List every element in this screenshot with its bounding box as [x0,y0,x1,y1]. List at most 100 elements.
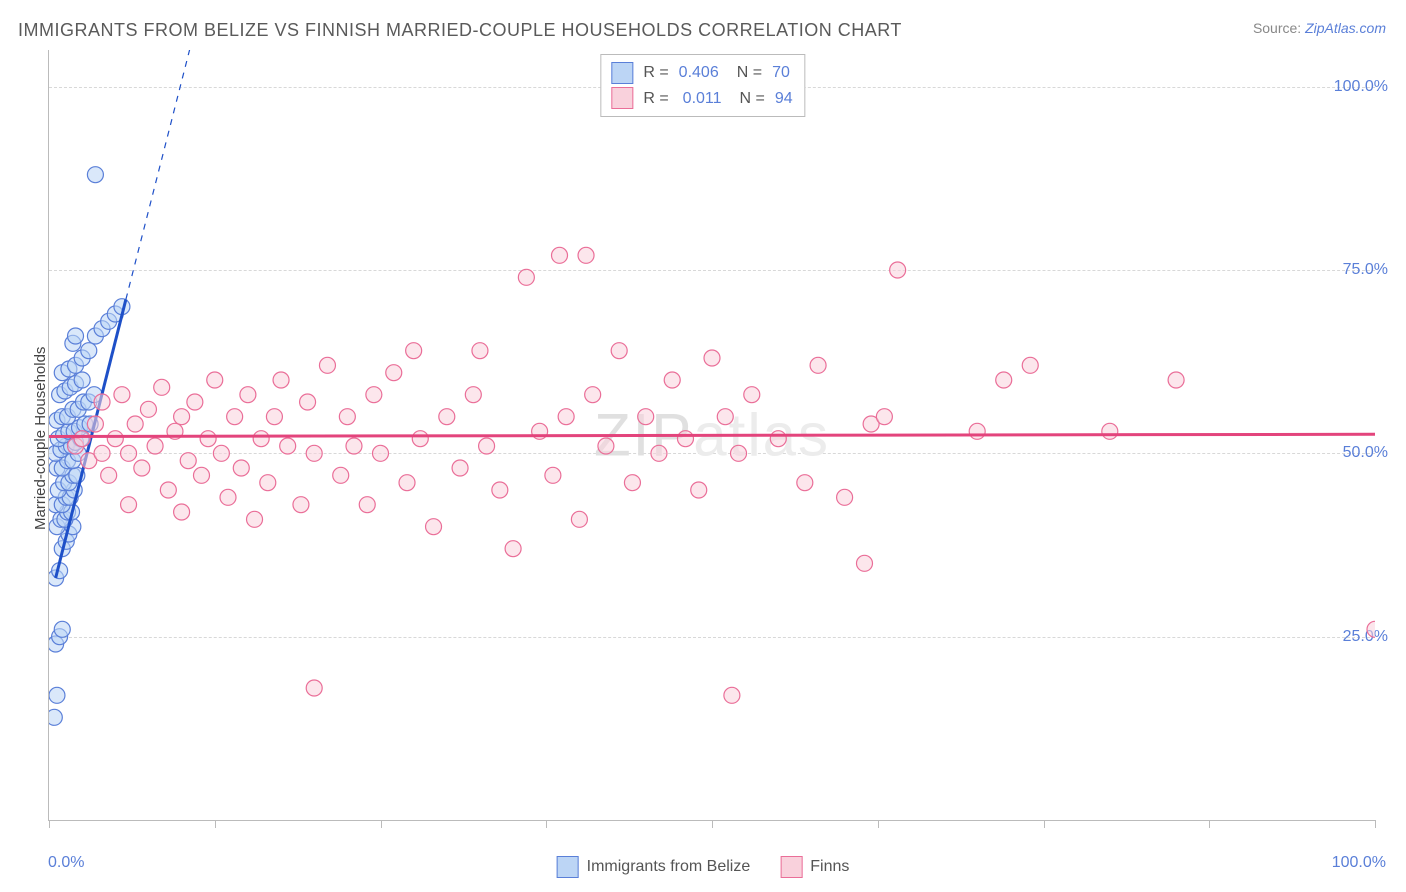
data-point [472,343,488,359]
data-point [266,409,282,425]
data-point [585,387,601,403]
data-point [273,372,289,388]
data-point [717,409,733,425]
legend-series: Immigrants from Belize Finns [557,856,850,878]
swatch-pink-icon [611,87,633,109]
legend-label-belize: Immigrants from Belize [587,858,751,876]
data-point [293,497,309,513]
data-point [386,365,402,381]
data-point [174,504,190,520]
source-label: Source: [1253,20,1301,36]
legend-item-finns: Finns [780,856,849,878]
data-point [439,409,455,425]
data-point [638,409,654,425]
data-point [227,409,243,425]
data-point [74,372,90,388]
data-point [552,247,568,263]
x-tick [1209,820,1210,828]
legend-correlation: R = 0.406 N = 70 R = 0.011 N = 94 [600,54,805,117]
data-point [319,357,335,373]
data-point [731,445,747,461]
r-value-blue: 0.406 [679,60,719,86]
n-value-blue: 70 [772,60,790,86]
data-point [1168,372,1184,388]
data-point [704,350,720,366]
swatch-blue-icon [557,856,579,878]
data-point [856,555,872,571]
data-point [837,489,853,505]
swatch-pink-icon [780,856,802,878]
data-point [74,431,90,447]
data-point [359,497,375,513]
data-point [1022,357,1038,373]
legend-item-belize: Immigrants from Belize [557,856,751,878]
legend-label-finns: Finns [810,858,849,876]
x-tick [712,820,713,828]
data-point [492,482,508,498]
data-point [306,680,322,696]
data-point [996,372,1012,388]
data-point [366,387,382,403]
data-point [406,343,422,359]
chart-title: IMMIGRANTS FROM BELIZE VS FINNISH MARRIE… [18,20,902,41]
data-point [147,438,163,454]
data-point [770,431,786,447]
y-axis-label: Married-couple Households [32,347,49,530]
data-point [121,497,137,513]
n-value-pink: 94 [775,86,793,112]
source-link[interactable]: ZipAtlas.com [1305,20,1386,36]
data-point [611,343,627,359]
data-point [193,467,209,483]
data-point [333,467,349,483]
data-point [306,445,322,461]
data-point [49,687,65,703]
data-point [107,431,123,447]
data-point [87,416,103,432]
data-point [1367,621,1375,637]
data-point [452,460,468,476]
data-point [180,453,196,469]
x-tick [215,820,216,828]
data-point [187,394,203,410]
data-point [233,460,249,476]
x-tick [546,820,547,828]
legend-row-blue: R = 0.406 N = 70 [611,60,792,86]
data-point [558,409,574,425]
data-point [94,445,110,461]
n-label: N = [737,60,762,86]
x-tick [49,820,50,828]
data-point [127,416,143,432]
data-point [280,438,296,454]
data-point [412,431,428,447]
chart-svg [49,50,1375,820]
x-tick [1044,820,1045,828]
r-label: R = [643,60,668,86]
data-point [207,372,223,388]
data-point [578,247,594,263]
data-point [465,387,481,403]
data-point [969,423,985,439]
data-point [160,482,176,498]
data-point [220,489,236,505]
data-point [200,431,216,447]
data-point [664,372,680,388]
data-point [339,409,355,425]
x-tick [381,820,382,828]
legend-row-pink: R = 0.011 N = 94 [611,86,792,112]
data-point [373,445,389,461]
data-point [260,475,276,491]
x-tick [1375,820,1376,828]
data-point [624,475,640,491]
data-point [68,328,84,344]
data-point [479,438,495,454]
r-value-pink: 0.011 [683,86,722,112]
data-point [426,519,442,535]
x-tick-label-max: 100.0% [1332,854,1386,872]
trend-line-extension [126,50,221,299]
data-point [121,445,137,461]
data-point [1102,423,1118,439]
data-point [571,511,587,527]
data-point [545,467,561,483]
data-point [651,445,667,461]
data-point [87,167,103,183]
